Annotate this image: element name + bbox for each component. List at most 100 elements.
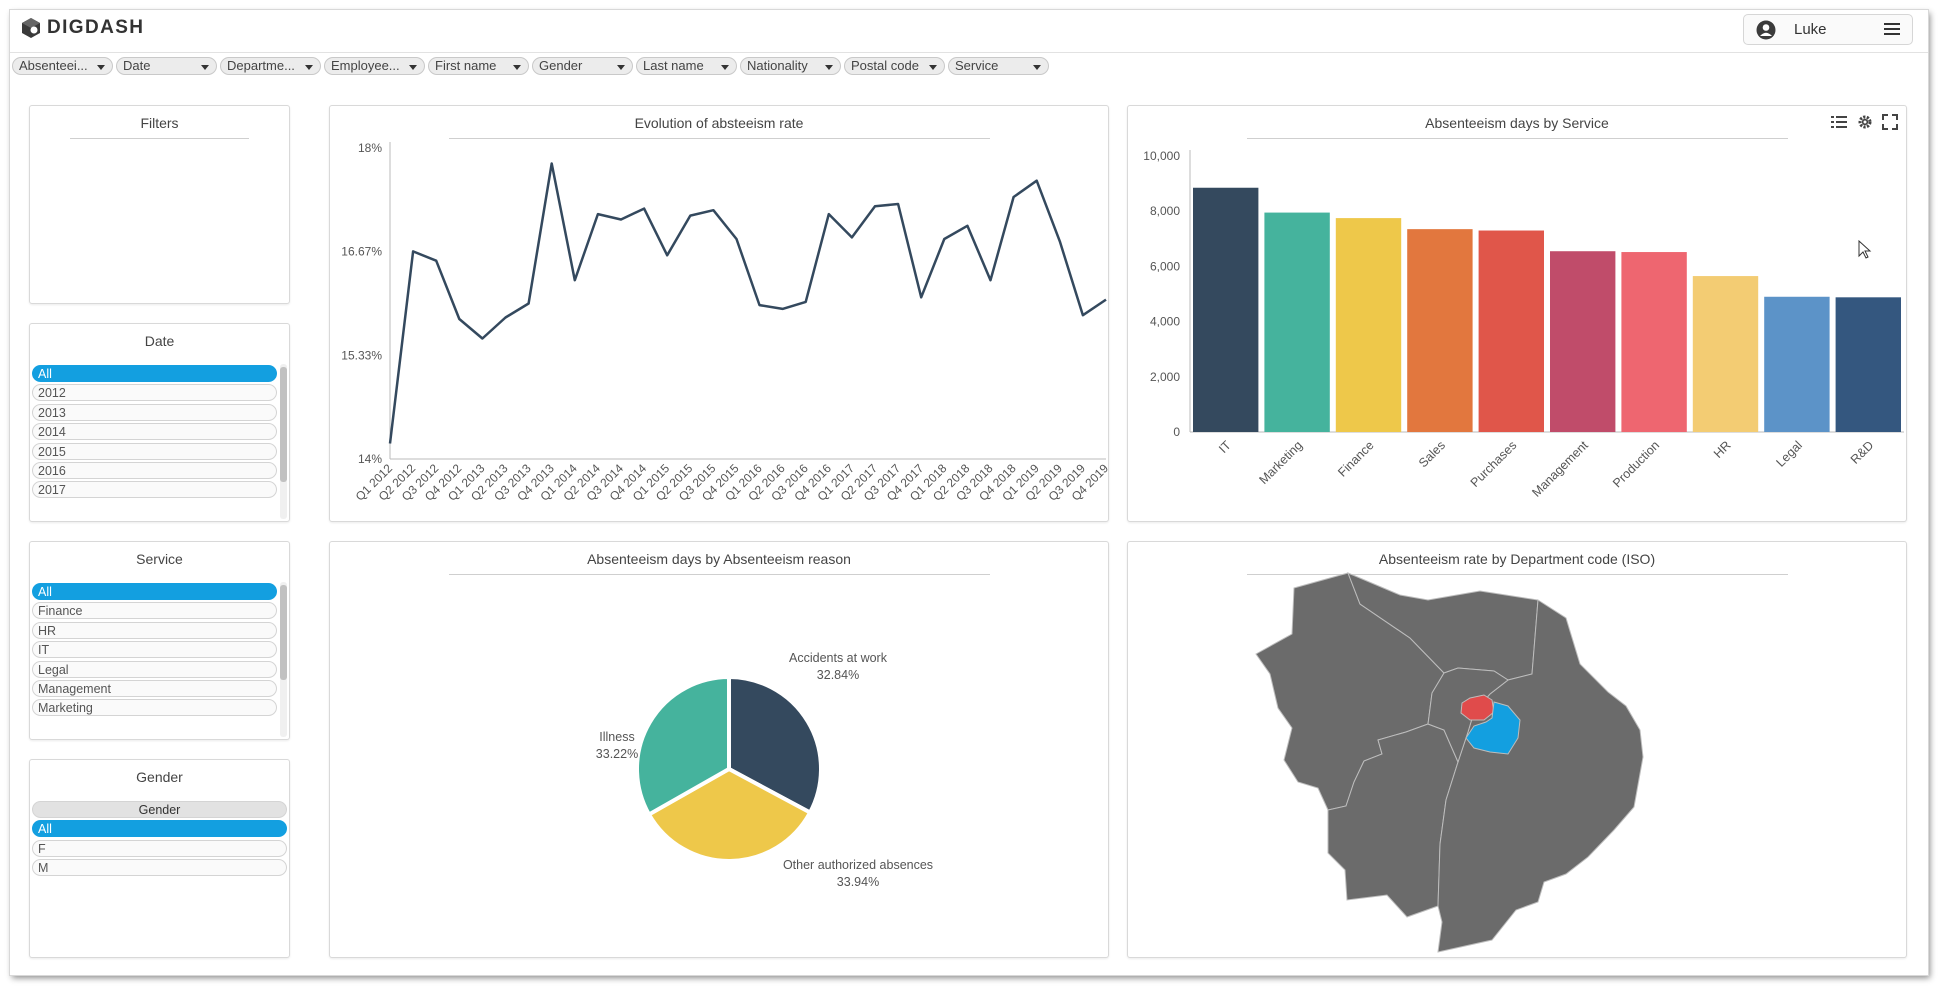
chevron-down-icon — [617, 65, 625, 70]
map-region-red[interactable] — [1460, 694, 1495, 721]
list-item[interactable]: F — [32, 839, 287, 857]
data-point[interactable] — [477, 333, 487, 343]
list-item[interactable]: Finance — [32, 602, 277, 620]
list-view-icon[interactable] — [1830, 114, 1848, 130]
bar[interactable] — [1621, 252, 1687, 432]
data-point[interactable] — [639, 204, 649, 214]
data-point[interactable] — [1009, 192, 1019, 202]
bar[interactable] — [1550, 251, 1616, 432]
filter-chip-gender[interactable]: Gender — [532, 57, 633, 75]
bar[interactable] — [1764, 296, 1830, 432]
list-item[interactable]: Legal — [32, 660, 277, 678]
data-point[interactable] — [962, 221, 972, 231]
y-tick-label: 18% — [358, 141, 382, 155]
chip-label: Date — [123, 58, 151, 73]
filter-chip-postal-code[interactable]: Postal code — [844, 57, 945, 75]
data-point[interactable] — [431, 256, 441, 266]
data-point[interactable] — [385, 438, 395, 448]
data-point[interactable] — [1078, 310, 1088, 320]
data-point[interactable] — [524, 299, 534, 309]
data-point[interactable] — [847, 232, 857, 242]
y-tick-label: 0 — [1173, 425, 1180, 439]
data-point[interactable] — [685, 211, 695, 221]
data-point[interactable] — [708, 205, 718, 215]
map-region-blue[interactable] — [1465, 701, 1521, 755]
dashboard-window: DIGDASH Luke Absenteei... Date Departme.… — [10, 10, 1928, 975]
list-item[interactable]: 2016 — [32, 461, 277, 479]
list-item[interactable]: All — [32, 365, 277, 382]
x-tick-label: Legal — [1773, 438, 1805, 470]
data-point[interactable] — [731, 234, 741, 244]
user-menu[interactable]: Luke — [1743, 14, 1913, 45]
data-point[interactable] — [616, 215, 626, 225]
data-point[interactable] — [916, 292, 926, 302]
scrollbar-thumb[interactable] — [280, 585, 287, 680]
list-item[interactable]: All — [32, 583, 277, 600]
data-point[interactable] — [778, 304, 788, 314]
data-point[interactable] — [939, 234, 949, 244]
y-tick-label: 2,000 — [1150, 370, 1180, 384]
gender-column-header: Gender — [32, 801, 287, 818]
pie-slice[interactable] — [727, 675, 823, 815]
gear-icon[interactable] — [1857, 114, 1873, 130]
pie-chart: Accidents at work 32.84% Other authorized … — [596, 651, 933, 889]
pie-slice[interactable] — [635, 675, 731, 817]
bar[interactable] — [1264, 212, 1330, 432]
list-item[interactable]: Marketing — [32, 699, 277, 717]
logo[interactable]: DIGDASH — [20, 17, 144, 39]
data-point[interactable] — [870, 201, 880, 211]
slice-label: Other authorized absences — [783, 858, 933, 872]
list-item[interactable]: IT — [32, 641, 277, 659]
x-tick-label: Production — [1610, 438, 1662, 490]
pie-chart-panel: Absenteeism days by Absenteeism reason A… — [329, 541, 1109, 958]
filter-chip-first-name[interactable]: First name — [428, 57, 529, 75]
data-point[interactable] — [662, 250, 672, 260]
list-item[interactable]: 2014 — [32, 423, 277, 441]
service-list: All Finance HR IT Legal Management Marke… — [32, 583, 277, 719]
data-point[interactable] — [801, 297, 811, 307]
filter-chip-service[interactable]: Service — [948, 57, 1049, 75]
data-point[interactable] — [986, 275, 996, 285]
data-point[interactable] — [1055, 236, 1065, 246]
title-divider — [1247, 574, 1788, 575]
fullscreen-icon[interactable] — [1882, 114, 1898, 130]
y-tick-label: 10,000 — [1143, 149, 1180, 163]
chip-label: Absenteei... — [19, 58, 88, 73]
filter-chip-last-name[interactable]: Last name — [636, 57, 737, 75]
filter-chip-nationality[interactable]: Nationality — [740, 57, 841, 75]
list-item[interactable]: 2013 — [32, 403, 277, 421]
filter-chip-date[interactable]: Date — [116, 57, 217, 75]
list-item[interactable]: M — [32, 859, 287, 877]
scrollbar-thumb[interactable] — [280, 367, 287, 482]
list-item[interactable]: 2017 — [32, 481, 277, 499]
bar[interactable] — [1835, 297, 1901, 432]
data-point[interactable] — [500, 312, 510, 322]
list-item[interactable]: 2015 — [32, 442, 277, 460]
chip-label: Nationality — [747, 58, 808, 73]
data-point[interactable] — [755, 300, 765, 310]
filter-chip-department[interactable]: Departme... — [220, 57, 321, 75]
hamburger-menu-icon[interactable] — [1884, 22, 1900, 36]
data-point[interactable] — [1032, 176, 1042, 186]
bar[interactable] — [1692, 276, 1759, 432]
data-point[interactable] — [593, 209, 603, 219]
data-point[interactable] — [454, 314, 464, 324]
chevron-down-icon — [97, 65, 105, 70]
list-item[interactable]: All — [32, 820, 287, 838]
bar[interactable] — [1478, 230, 1544, 432]
bar[interactable] — [1407, 229, 1473, 432]
data-point[interactable] — [893, 199, 903, 209]
data-point[interactable] — [824, 209, 834, 219]
list-item[interactable]: HR — [32, 621, 277, 639]
filter-chip-absenteeism[interactable]: Absenteei... — [12, 57, 113, 75]
bar[interactable] — [1193, 187, 1259, 432]
x-tick-label: IT — [1216, 438, 1234, 456]
data-point[interactable] — [570, 275, 580, 285]
list-item[interactable]: 2012 — [32, 384, 277, 402]
data-point[interactable] — [408, 246, 418, 256]
y-tick-label: 6,000 — [1150, 259, 1180, 273]
bar[interactable] — [1335, 218, 1402, 432]
filter-chip-employee[interactable]: Employee... — [324, 57, 425, 75]
list-item[interactable]: Management — [32, 679, 277, 697]
data-point[interactable] — [547, 159, 557, 169]
